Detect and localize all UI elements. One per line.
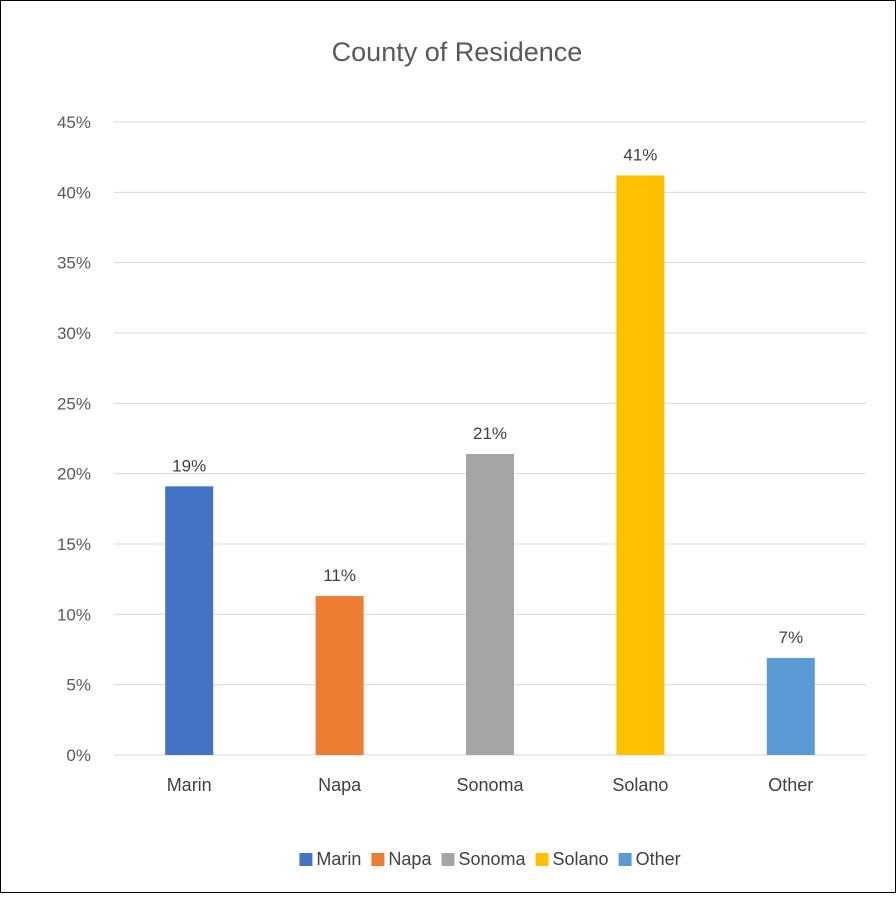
- y-tick-label: 40%: [57, 183, 91, 202]
- bars: [165, 175, 815, 755]
- data-label-marin: 19%: [172, 456, 206, 475]
- y-tick-label: 10%: [57, 605, 91, 624]
- legend-swatch: [441, 853, 455, 866]
- bar-napa: [315, 596, 364, 755]
- x-category-label: Marin: [167, 775, 212, 795]
- legend-swatch: [299, 853, 313, 866]
- chart-title: County of Residence: [332, 37, 583, 67]
- legend-item: Solano: [535, 849, 609, 869]
- bar-other: [766, 657, 815, 755]
- data-labels: 19% 11% 21% 41% 7%: [172, 145, 803, 646]
- legend-label: Napa: [388, 849, 432, 869]
- bar-sonoma: [466, 453, 514, 755]
- data-label-other: 7%: [779, 628, 804, 647]
- y-tick-label: 5%: [66, 676, 91, 695]
- legend-swatch: [535, 853, 549, 866]
- legend-item: Other: [618, 849, 681, 869]
- legend: Marin Napa Sonoma Solano Other: [299, 849, 681, 869]
- legend-item: Sonoma: [441, 849, 526, 869]
- legend-label: Sonoma: [458, 849, 526, 869]
- y-tick-label: 30%: [57, 324, 91, 343]
- legend-swatch: [371, 853, 385, 866]
- legend-label: Marin: [316, 849, 361, 869]
- legend-item: Marin: [299, 849, 361, 869]
- bar-marin: [165, 486, 214, 755]
- legend-label: Other: [636, 849, 681, 869]
- y-tick-label: 15%: [57, 535, 91, 554]
- y-tick-label: 25%: [57, 394, 91, 413]
- y-tick-label: 45%: [57, 113, 91, 132]
- legend-label: Solano: [553, 849, 609, 869]
- y-axis-ticks: 0% 5% 10% 15% 20% 25% 30% 35% 40% 45%: [57, 113, 91, 765]
- bar-solano: [616, 175, 665, 755]
- data-label-napa: 11%: [323, 566, 356, 585]
- y-tick-label: 35%: [57, 254, 91, 273]
- data-label-solano: 41%: [623, 145, 657, 164]
- y-tick-label: 20%: [57, 465, 91, 484]
- x-category-label: Napa: [318, 775, 362, 795]
- x-category-label: Other: [768, 775, 813, 795]
- x-axis-categories: Marin Napa Sonoma Solano Other: [167, 775, 814, 795]
- x-category-label: Solano: [612, 775, 668, 795]
- legend-swatch: [618, 853, 632, 866]
- y-tick-label: 0%: [66, 746, 91, 765]
- x-category-label: Sonoma: [456, 775, 524, 795]
- legend-item: Napa: [371, 849, 432, 869]
- data-label-sonoma: 21%: [473, 424, 507, 443]
